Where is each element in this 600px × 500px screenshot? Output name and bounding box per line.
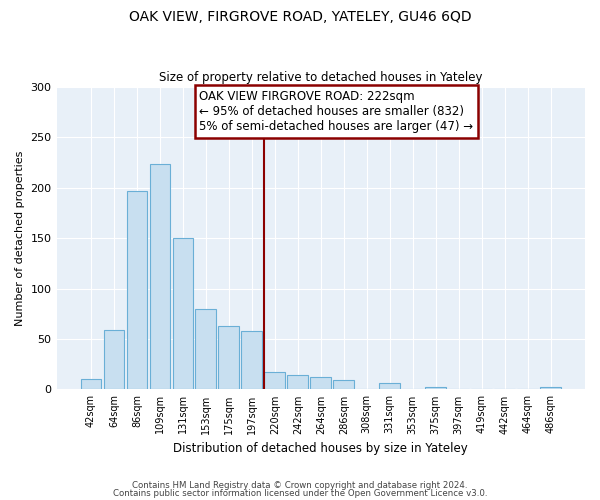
Bar: [80, 380, 101, 390]
X-axis label: Distribution of detached houses by size in Yateley: Distribution of detached houses by size …: [173, 442, 468, 455]
Y-axis label: Number of detached properties: Number of detached properties: [15, 150, 25, 326]
Bar: [173, 238, 193, 390]
Bar: [540, 388, 561, 390]
Bar: [265, 372, 285, 390]
Bar: [218, 326, 239, 390]
Bar: [310, 378, 331, 390]
Bar: [127, 191, 147, 390]
Bar: [149, 164, 170, 390]
Text: OAK VIEW, FIRGROVE ROAD, YATELEY, GU46 6QD: OAK VIEW, FIRGROVE ROAD, YATELEY, GU46 6…: [128, 10, 472, 24]
Bar: [287, 376, 308, 390]
Bar: [334, 380, 354, 390]
Text: Contains public sector information licensed under the Open Government Licence v3: Contains public sector information licen…: [113, 488, 487, 498]
Bar: [241, 331, 262, 390]
Text: OAK VIEW FIRGROVE ROAD: 222sqm
← 95% of detached houses are smaller (832)
5% of : OAK VIEW FIRGROVE ROAD: 222sqm ← 95% of …: [199, 90, 473, 133]
Bar: [196, 309, 216, 390]
Text: Contains HM Land Registry data © Crown copyright and database right 2024.: Contains HM Land Registry data © Crown c…: [132, 481, 468, 490]
Bar: [425, 388, 446, 390]
Bar: [104, 330, 124, 390]
Title: Size of property relative to detached houses in Yateley: Size of property relative to detached ho…: [159, 72, 482, 85]
Bar: [379, 384, 400, 390]
